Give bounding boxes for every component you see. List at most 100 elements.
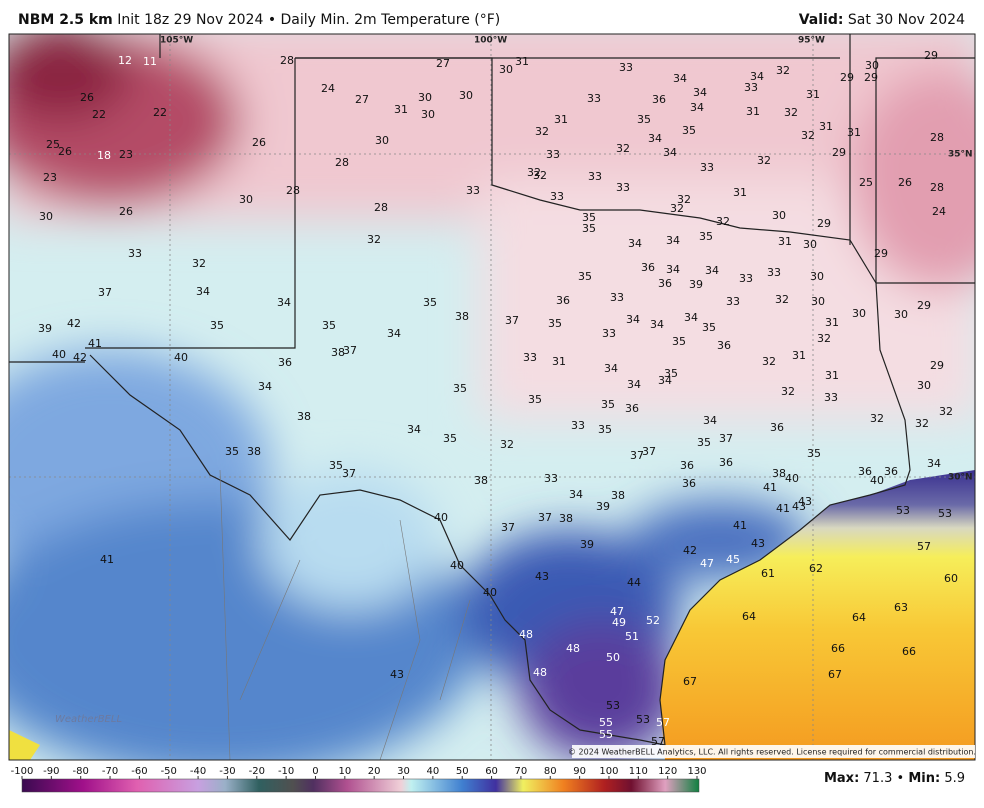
temperature-value: 34: [627, 378, 641, 391]
temperature-value: 66: [902, 645, 916, 658]
temperature-value: 38: [331, 346, 345, 359]
temperature-value: 30: [852, 307, 866, 320]
temperature-value: 34: [693, 86, 707, 99]
temperature-value: 32: [616, 142, 630, 155]
temperature-value: 33: [588, 170, 602, 183]
temperature-value: 37: [343, 344, 357, 357]
temperature-value: 28: [280, 54, 294, 67]
temperature-value: 53: [636, 713, 650, 726]
temperature-value: 37: [630, 449, 644, 462]
temperature-value: 47: [610, 605, 624, 618]
temperature-value: 30: [375, 134, 389, 147]
temperature-value: 39: [596, 500, 610, 513]
temperature-value: 33: [571, 419, 585, 432]
temperature-value: 60: [944, 572, 958, 585]
temperature-value: 34: [407, 423, 421, 436]
temperature-value: 37: [642, 445, 656, 458]
min: 5.9: [944, 771, 965, 786]
temperature-value: 40: [434, 511, 448, 524]
temperature-value: 43: [535, 570, 549, 583]
temperature-value: 33: [523, 351, 537, 364]
temperature-value: 24: [321, 82, 335, 95]
colorbar-tick-label: 30: [397, 766, 410, 777]
temperature-value: 32: [762, 355, 776, 368]
temperature-value: 33: [739, 272, 753, 285]
temperature-value: 41: [733, 519, 747, 532]
colorbar-tick-label: 110: [629, 766, 648, 777]
temperature-value: 26: [119, 205, 133, 218]
temperature-value: 31: [792, 349, 806, 362]
temperature-value: 36: [278, 356, 292, 369]
temperature-value: 27: [436, 57, 450, 70]
temperature-value: 29: [874, 247, 888, 260]
temperature-value: 35: [578, 270, 592, 283]
temperature-value: 35: [329, 459, 343, 472]
temperature-value: 31: [825, 369, 839, 382]
temperature-value: 35: [210, 319, 224, 332]
temperature-value: 55: [599, 716, 613, 729]
temperature-value: 32: [192, 257, 206, 270]
temperature-value: 28: [374, 201, 388, 214]
temperature-value: 35: [548, 317, 562, 330]
temperature-value: 34: [626, 313, 640, 326]
temperature-value: 48: [566, 642, 580, 655]
temperature-value: 38: [455, 310, 469, 323]
colorbar-tick-label: 70: [515, 766, 528, 777]
grid-label: 35°N: [948, 150, 973, 160]
temperature-value: 62: [809, 562, 823, 575]
temperature-value: 34: [648, 132, 662, 145]
temperature-value: 42: [683, 544, 697, 557]
temperature-value: 44: [627, 576, 641, 589]
temperature-value: 33: [128, 247, 142, 260]
temperature-value: 36: [652, 93, 666, 106]
colorbar-tick-label: -100: [11, 766, 34, 777]
temperature-value: 43: [751, 537, 765, 550]
temperature-value: 31: [552, 355, 566, 368]
temperature-value: 36: [641, 261, 655, 274]
temperature-value: 33: [602, 327, 616, 340]
temperature-value: 28: [286, 184, 300, 197]
temperature-value: 34: [628, 237, 642, 250]
temperature-value: 32: [939, 405, 953, 418]
init: Init 18z 29 Nov 2024: [117, 12, 264, 28]
temperature-value: 30: [239, 193, 253, 206]
temperature-value: 34: [277, 296, 291, 309]
temperature-value: 32: [801, 129, 815, 142]
colorbar: [21, 778, 700, 793]
temperature-value: 37: [98, 286, 112, 299]
temperature-value: 41: [776, 502, 790, 515]
colorbar-tick-label: 60: [485, 766, 498, 777]
temperature-value: 33: [546, 148, 560, 161]
temperature-value: 41: [88, 337, 102, 350]
temperature-value: 31: [806, 88, 820, 101]
temperature-value: 63: [894, 601, 908, 614]
colorbar-tick-label: -60: [131, 766, 147, 777]
colorbar-tick-label: 120: [658, 766, 677, 777]
temperature-value: 37: [342, 467, 356, 480]
colorbar-tick-label: 90: [573, 766, 586, 777]
temperature-value: 36: [884, 465, 898, 478]
temperature-value: 40: [450, 559, 464, 572]
temperature-value: 12: [118, 54, 132, 67]
temperature-value: 35: [682, 124, 696, 137]
temperature-value: 11: [143, 55, 157, 68]
temperature-value: 34: [684, 311, 698, 324]
temperature-value: 35: [637, 113, 651, 126]
copyright-bg: [572, 745, 975, 758]
temperature-value: 30: [418, 91, 432, 104]
temperature-value: 41: [100, 553, 114, 566]
grid-label: 30°N: [948, 473, 973, 483]
colorbar-tick-label: -90: [43, 766, 59, 777]
temperature-value: 52: [646, 614, 660, 627]
temperature-value: 57: [656, 716, 670, 729]
temperature-value: 29: [924, 49, 938, 62]
grid-label: 105°W: [160, 36, 193, 46]
temperature-value: 33: [550, 190, 564, 203]
temperature-value: 37: [719, 432, 733, 445]
grid-label: 100°W: [474, 36, 507, 46]
temperature-value: 35: [672, 335, 686, 348]
model: NBM 2.5 km: [18, 12, 113, 28]
temperature-value: 30: [421, 108, 435, 121]
temperature-value: 29: [864, 71, 878, 84]
temperature-value: 35: [601, 398, 615, 411]
